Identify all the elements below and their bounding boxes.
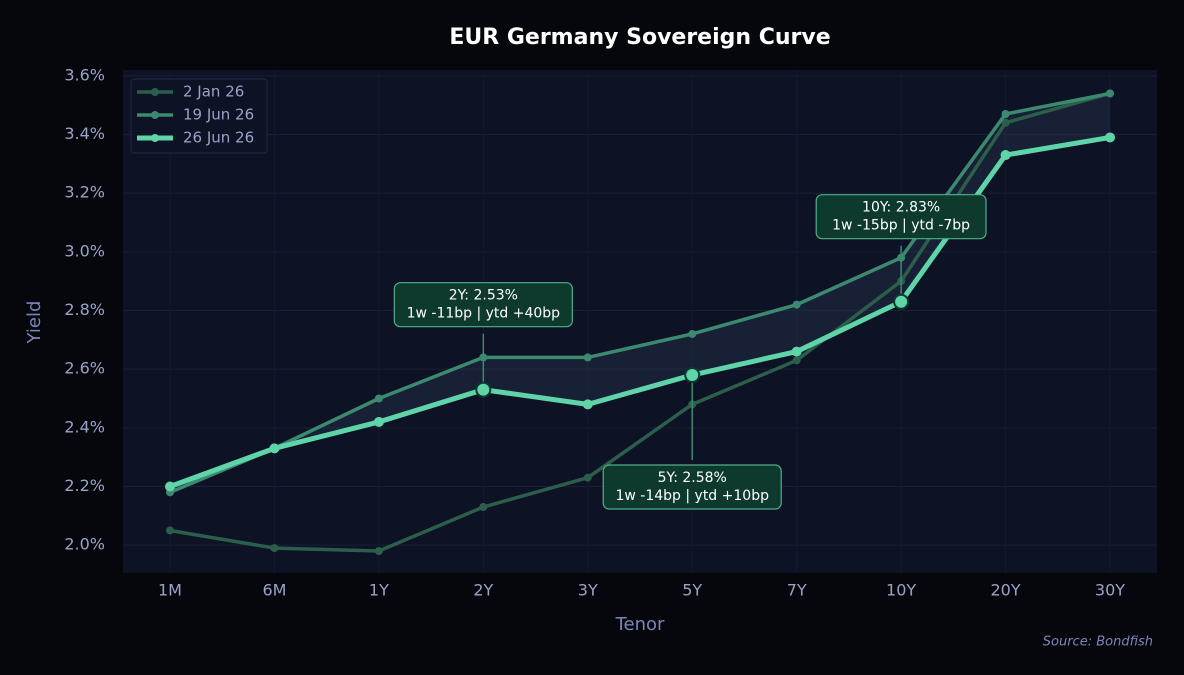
legend-marker — [151, 111, 159, 119]
series-point — [1000, 150, 1011, 161]
series-point — [1001, 118, 1010, 127]
x-tick-label: 10Y — [886, 581, 916, 600]
x-tick-label: 30Y — [1095, 581, 1125, 600]
annotation-box — [393, 282, 573, 328]
series-line — [169, 91, 1111, 494]
highlight-point — [684, 367, 701, 384]
x-tick-label: 6M — [262, 581, 286, 600]
chart-title: EUR Germany Sovereign Curve — [449, 25, 830, 50]
source: Source: Bondfish — [1043, 635, 1153, 650]
series-point — [269, 443, 280, 454]
annotation-text: 1w -15bp | ytd -7bp — [832, 218, 970, 234]
x-axis-label: Tenor — [615, 614, 665, 635]
annotation-text: 2Y: 2.53% — [449, 288, 518, 304]
y-tick-label: 2.0% — [64, 535, 105, 554]
y-tick-label: 2.2% — [64, 476, 105, 495]
y-axis-label: Yield — [24, 301, 45, 345]
series-point — [166, 526, 174, 535]
x-tick-label: 7Y — [787, 581, 807, 600]
series-point — [373, 416, 384, 427]
legend-marker — [151, 88, 159, 96]
y-tick-label: 3.4% — [64, 124, 105, 143]
series-point — [1105, 132, 1115, 143]
legend-label: 2 Jan 26 — [183, 83, 244, 101]
x-tick-label: 1Y — [369, 581, 389, 600]
spread-fill — [170, 93, 1110, 493]
legend-label: 19 Jun 26 — [183, 106, 254, 124]
y-tick-label: 3.6% — [64, 65, 105, 84]
annotation-text: 10Y: 2.83% — [862, 200, 940, 216]
series-point — [791, 346, 802, 357]
y-tick-label: 3.2% — [64, 183, 105, 202]
series-point — [688, 329, 697, 338]
annotation-text: 5Y: 2.58% — [658, 470, 727, 486]
y-tick-label: 3.0% — [64, 241, 105, 260]
y-tick-label: 2.6% — [64, 359, 105, 378]
series-point — [1106, 89, 1114, 98]
annotation-box — [602, 464, 782, 510]
annotation-text: 1w -14bp | ytd +10bp — [615, 488, 769, 504]
highlight-point — [475, 381, 492, 398]
annotation-text: 1w -11bp | ytd +40bp — [407, 306, 561, 322]
series-point — [479, 503, 488, 512]
legend-marker — [151, 134, 159, 142]
x-tick-label: 5Y — [682, 581, 702, 600]
series-point — [270, 544, 279, 553]
x-tick-label: 3Y — [578, 581, 598, 600]
legend-label: 26 Jun 26 — [183, 129, 254, 147]
series-point — [583, 353, 592, 362]
series-point — [792, 300, 801, 309]
series-point — [582, 399, 593, 410]
series-point — [792, 356, 801, 365]
x-tick-label: 2Y — [473, 581, 493, 600]
annotation-box — [815, 194, 987, 240]
series-point — [374, 547, 383, 556]
highlight-point — [893, 293, 910, 310]
x-tick-label: 1M — [158, 581, 182, 600]
y-tick-label: 2.8% — [64, 300, 105, 319]
series-point — [1001, 109, 1010, 118]
series-point — [583, 473, 592, 482]
series-point — [374, 394, 383, 403]
y-tick-label: 2.4% — [64, 417, 105, 436]
x-tick-label: 20Y — [990, 581, 1020, 600]
legend-box — [130, 78, 268, 154]
series-point — [165, 481, 175, 492]
